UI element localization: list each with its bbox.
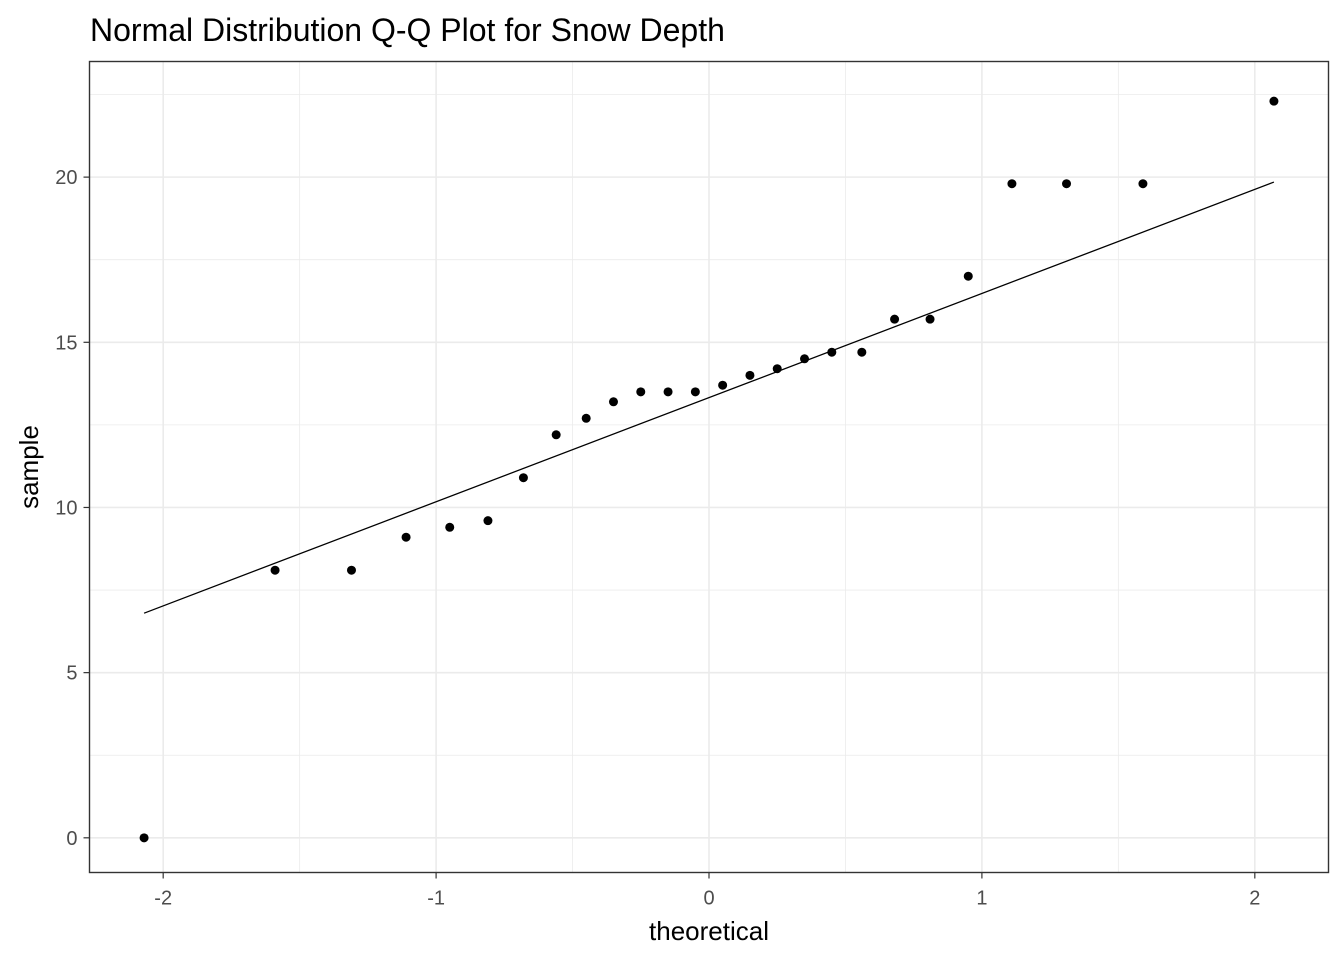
data-point bbox=[800, 354, 810, 364]
chart-title: Normal Distribution Q-Q Plot for Snow De… bbox=[90, 12, 725, 48]
plot-panel bbox=[88, 60, 1330, 874]
x-tick-label: -2 bbox=[154, 888, 172, 910]
data-point bbox=[445, 522, 455, 532]
data-point bbox=[518, 473, 528, 483]
data-point bbox=[963, 271, 973, 281]
data-point bbox=[270, 565, 280, 575]
x-tick-label: 0 bbox=[703, 888, 714, 910]
x-tick-label: 2 bbox=[1249, 888, 1260, 910]
y-axis-title: sample bbox=[14, 425, 44, 509]
data-point bbox=[608, 397, 618, 407]
data-point bbox=[139, 833, 149, 843]
data-point bbox=[581, 413, 591, 423]
data-point bbox=[1007, 179, 1017, 189]
x-tick-label: -1 bbox=[427, 888, 445, 910]
x-axis-title: theoretical bbox=[649, 916, 769, 946]
data-point bbox=[718, 380, 728, 390]
data-point bbox=[401, 532, 411, 542]
x-axis: -2 -1 0 1 2 bbox=[154, 872, 1260, 910]
data-point bbox=[745, 370, 755, 380]
y-tick-label: 10 bbox=[55, 497, 77, 519]
y-tick-label: 0 bbox=[66, 828, 77, 850]
y-tick-label: 20 bbox=[55, 167, 77, 189]
data-point bbox=[890, 314, 900, 324]
data-point bbox=[925, 314, 935, 324]
sample-points bbox=[139, 96, 1279, 843]
data-point bbox=[690, 387, 700, 397]
reference-line bbox=[143, 181, 1275, 614]
data-point bbox=[663, 387, 673, 397]
data-point bbox=[1269, 96, 1279, 106]
data-point bbox=[772, 364, 782, 374]
y-tick-label: 15 bbox=[55, 332, 77, 354]
major-gridlines bbox=[89, 61, 1329, 873]
data-point bbox=[551, 430, 561, 440]
x-tick-label: 1 bbox=[976, 888, 987, 910]
y-tick-label: 5 bbox=[66, 663, 77, 685]
data-point bbox=[636, 387, 646, 397]
data-point bbox=[483, 516, 493, 526]
y-axis: 0 5 10 15 20 bbox=[55, 167, 90, 850]
data-point bbox=[346, 565, 356, 575]
data-point bbox=[857, 347, 867, 357]
data-point bbox=[1138, 179, 1148, 189]
data-point bbox=[1062, 179, 1072, 189]
data-point bbox=[827, 347, 837, 357]
